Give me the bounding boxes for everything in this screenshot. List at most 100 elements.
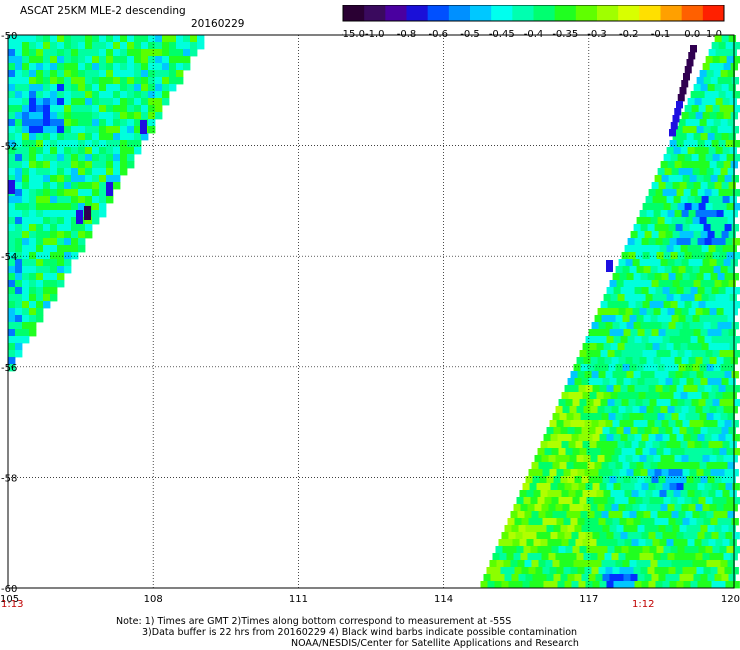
swath-cell: [113, 112, 121, 120]
swath-cell: [726, 203, 734, 211]
swath-cell: [57, 154, 65, 162]
swath-cell: [85, 77, 93, 85]
swath-cell-dark: [8, 180, 15, 194]
swath-cell: [15, 168, 23, 176]
swath-cell: [697, 91, 706, 99]
swath-cell: [631, 294, 639, 302]
swath-cell: [676, 336, 684, 344]
swath-cell: [544, 497, 552, 505]
swath-cell: [169, 42, 177, 50]
swath-cell: [733, 252, 740, 260]
swath-cell: [552, 511, 560, 519]
swath-cell: [512, 539, 520, 547]
swath-cell: [120, 91, 128, 99]
swath-cell: [78, 203, 86, 211]
swath-cell: [724, 518, 732, 526]
swath-cell: [15, 196, 23, 204]
swath-cell: [649, 448, 657, 456]
swath-cell: [683, 238, 691, 246]
swath-cell: [694, 147, 703, 155]
swath-cell: [661, 469, 669, 477]
swath-cell: [653, 455, 661, 463]
swath-cell: [599, 434, 607, 442]
swath-cell: [575, 490, 583, 498]
swath-cell: [29, 56, 37, 64]
swath-cell: [544, 448, 552, 456]
swath-cell: [587, 462, 595, 470]
swath-cell: [113, 49, 121, 57]
swath-cell: [148, 63, 156, 71]
swath-cell: [64, 182, 72, 190]
swath-cell: [134, 35, 142, 43]
swath-cell: [92, 210, 100, 218]
swath-cell: [50, 280, 58, 288]
swath-cell: [644, 231, 652, 239]
swath-cell: [716, 210, 724, 218]
swath-cell: [134, 91, 142, 99]
swath-cell: [634, 532, 642, 540]
swath-cell: [71, 182, 79, 190]
swath-cell: [71, 245, 79, 253]
swath-cell: [8, 105, 16, 113]
swath-cell: [678, 413, 686, 421]
swath-cell: [71, 168, 79, 176]
swath-cell: [78, 175, 86, 183]
swath-cell: [99, 49, 107, 57]
swath-cell: [501, 581, 509, 589]
swath-cell: [43, 91, 51, 99]
swath-cell: [709, 308, 717, 316]
swath-cell: [113, 35, 121, 43]
swath-cell: [92, 70, 100, 78]
colorbar-swatch: [470, 5, 492, 21]
swath-cell: [120, 105, 128, 113]
colorbar-swatch: [660, 5, 683, 21]
swath-cell: [721, 133, 730, 141]
colorbar-swatch: [385, 5, 407, 21]
swath-cell: [78, 189, 86, 197]
swath-cell: [43, 84, 51, 92]
swath-cell: [731, 469, 739, 477]
swath-cell: [43, 168, 51, 176]
swath-cell: [29, 42, 37, 50]
swath-cell: [689, 175, 697, 183]
swath-cell: [29, 238, 37, 246]
swath-cell: [710, 273, 718, 281]
swath-cell: [629, 266, 637, 274]
swath-cell: [606, 336, 614, 344]
swath-cell: [8, 322, 16, 330]
swath-cell: [690, 483, 698, 491]
swath-cell: [726, 399, 734, 407]
swath-cell: [722, 294, 730, 302]
swath-cell: [631, 490, 639, 498]
swath-cell: [657, 266, 665, 274]
swath-cell: [513, 553, 521, 561]
swath-cell: [688, 112, 697, 120]
swath-cell: [722, 147, 731, 155]
swath-cell: [669, 532, 677, 540]
swath-cell: [661, 273, 669, 281]
swath-cell: [714, 329, 722, 337]
swath-cell: [591, 518, 599, 526]
swath-cell: [702, 112, 711, 120]
swath-cell: [686, 280, 694, 288]
swath-cell: [15, 49, 23, 57]
swath-cell: [602, 378, 610, 386]
swath-cell: [567, 378, 575, 386]
swath-cell: [710, 322, 718, 330]
swath-cell: [567, 525, 575, 533]
swath-cell: [580, 511, 588, 519]
swath-cell: [615, 266, 623, 274]
swath-cell: [666, 392, 674, 400]
swath-cell: [666, 294, 674, 302]
swath-cell: [672, 427, 680, 435]
swath-cell: [611, 553, 619, 561]
swath-cell: [92, 147, 100, 155]
swath-cell: [593, 448, 601, 456]
swath-cell: [591, 371, 599, 379]
swath-cell: [699, 217, 707, 225]
swath-cell: [36, 77, 44, 85]
swath-cell: [687, 343, 695, 351]
swath-cell: [666, 196, 674, 204]
swath-cell: [638, 392, 646, 400]
swath-cell: [615, 413, 623, 421]
